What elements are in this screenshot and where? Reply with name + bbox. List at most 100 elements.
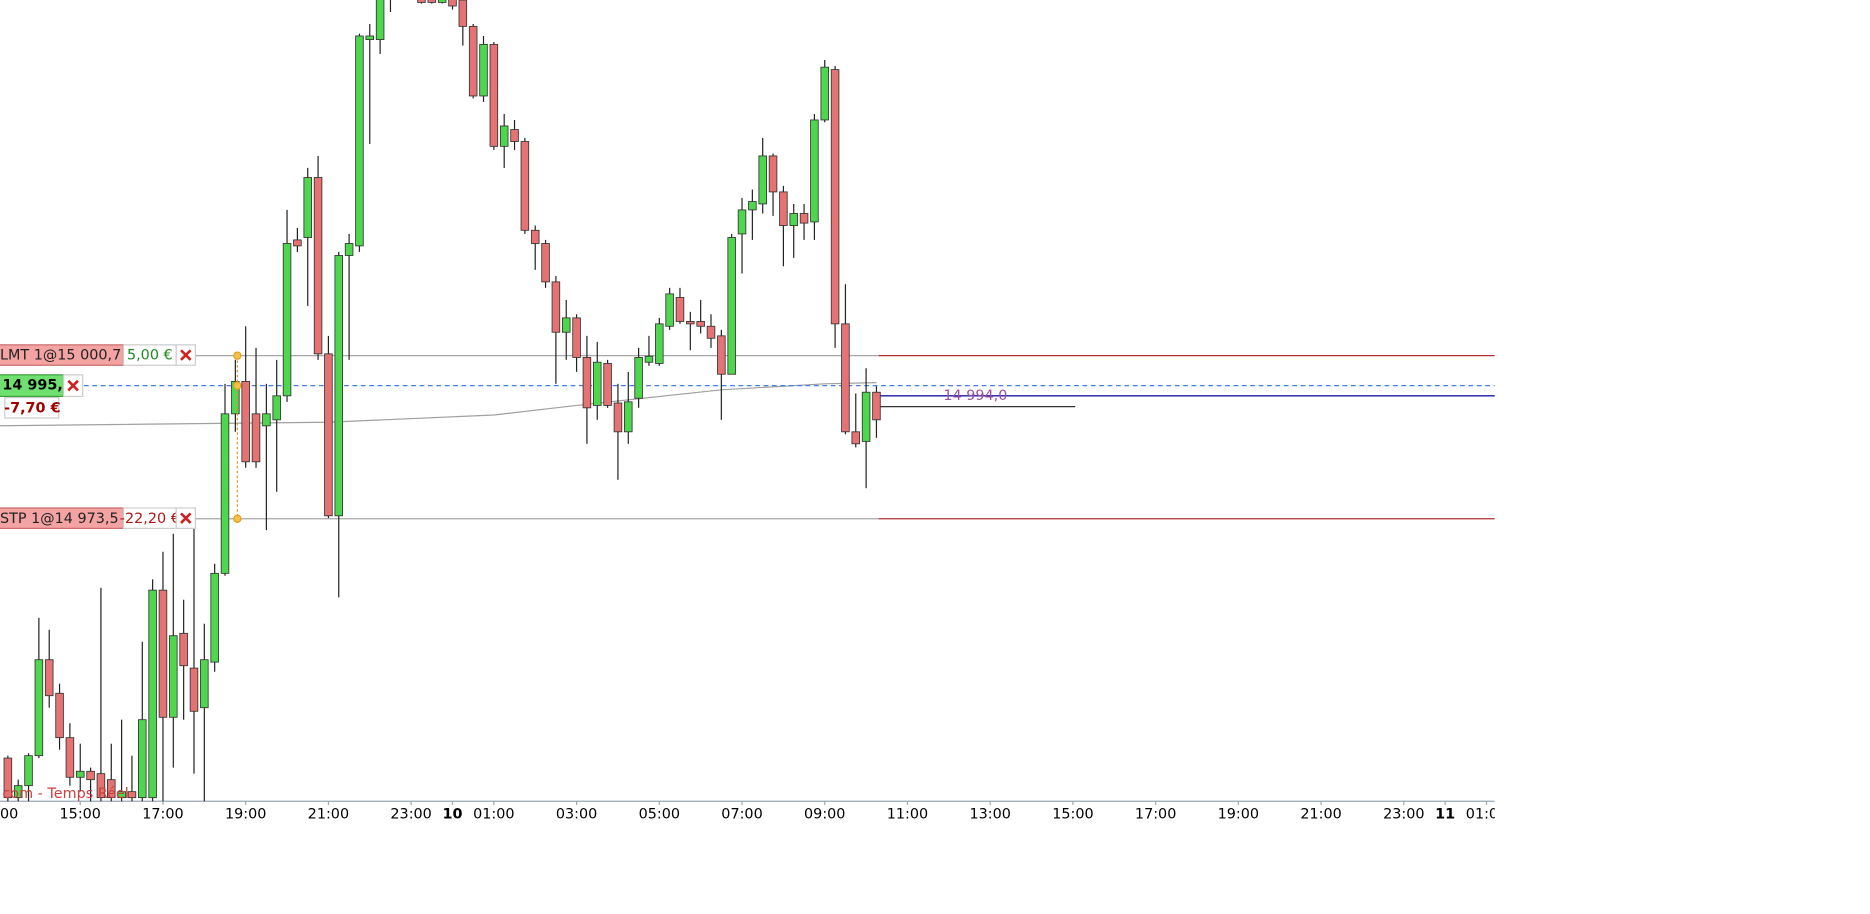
candle-body (789, 213, 798, 226)
order-pnl: 5,00 € (127, 348, 173, 364)
x-tick-label: 09:00 (804, 806, 845, 822)
candle-body (138, 719, 147, 799)
x-tick-label: 01:00 (1466, 806, 1507, 822)
candle-body (448, 0, 457, 7)
x-tick-label: 03:00 (556, 806, 597, 822)
candle-body (572, 317, 581, 358)
candle-body (34, 659, 44, 757)
candle-body (355, 35, 364, 247)
candle-body (272, 395, 281, 421)
x-tick-label: 10 (442, 806, 462, 822)
candle-body (282, 243, 292, 397)
candle-body (251, 413, 261, 463)
x-tick-label: 11 (1435, 806, 1455, 822)
candle-body (603, 363, 612, 406)
candle-body (344, 243, 354, 256)
candle-body (851, 431, 861, 445)
x-tick-label: 17:00 (1135, 806, 1176, 822)
candle-body (665, 293, 674, 327)
candle-body (158, 589, 168, 718)
candle-body (117, 791, 126, 799)
order-link-dot (233, 351, 242, 360)
candle-body (479, 43, 488, 97)
candle-body (706, 325, 716, 339)
candle-body (624, 401, 633, 433)
order-label: LMT 1@15 000,7 (0, 348, 121, 364)
candle-body (768, 155, 778, 193)
candle-body (561, 317, 571, 333)
candle-body (872, 391, 881, 421)
candle-body (220, 413, 230, 574)
candle-body (779, 191, 788, 226)
price-line-label: 14 994,0 (943, 388, 1007, 404)
candle-body (417, 0, 426, 3)
plot-area: 13:00 15:00 17:00 19:00 21:00 23:00 10 01:00 03:… (0, 0, 1507, 822)
position-pnl: -7,70 € (4, 400, 60, 416)
candle-body (468, 25, 478, 97)
candle-body (530, 229, 540, 244)
x-tick-label: 15:00 (60, 806, 101, 822)
candle-body (75, 770, 85, 778)
x-tick-label: 07:00 (721, 806, 762, 822)
candle-body (148, 589, 157, 799)
order-close-x (180, 349, 192, 361)
candle-body (686, 321, 695, 325)
candle-body (313, 177, 323, 355)
position-pnl-box (4, 397, 60, 419)
candle-body (334, 255, 344, 517)
position-close-x (67, 379, 79, 392)
order-link-dot (233, 381, 242, 390)
average-line (0, 382, 877, 427)
x-tick-label: 17:00 (142, 806, 183, 822)
candle-body (799, 213, 809, 224)
candle-body (55, 692, 64, 739)
candle-body (127, 791, 137, 799)
candle-body (437, 0, 447, 3)
candle-body (375, 0, 385, 41)
x-tick-label: 11:00 (887, 806, 928, 822)
candle-body (86, 770, 95, 781)
candle-body (541, 243, 550, 283)
candle-body (593, 361, 602, 406)
candle-body (365, 35, 375, 41)
candle-body (293, 239, 302, 247)
candle-body (717, 335, 726, 375)
candle-body (262, 413, 271, 427)
candle-body (696, 321, 705, 327)
order-close-x (180, 512, 192, 524)
candle-body (613, 402, 623, 433)
x-tick-label: 23:00 (390, 806, 431, 822)
candle-body (179, 632, 188, 667)
candle-body (820, 66, 830, 121)
candle-body (582, 357, 592, 409)
x-tick-label: 21:00 (1300, 806, 1341, 822)
candle-body (830, 69, 840, 325)
candle-body (644, 355, 654, 363)
candle-body (634, 357, 643, 399)
candle-body (861, 391, 871, 442)
x-tick-label: 19:00 (1218, 806, 1259, 822)
x-tick-label: 13:00 (969, 806, 1010, 822)
x-tick-label: 23:00 (1383, 806, 1424, 822)
candle-body (675, 297, 685, 322)
candle-body (758, 155, 767, 205)
candle-body (65, 737, 75, 778)
candle-body (231, 381, 240, 415)
candle-body (44, 659, 54, 697)
candle-body (24, 755, 33, 787)
candle-body (303, 177, 312, 238)
watermark: com - Temps Réel (2, 786, 128, 802)
candle-body (169, 635, 178, 718)
position-label: 14 995,7 (2, 378, 72, 394)
order-link-dot (233, 514, 242, 523)
x-tick-label: 15:00 (1052, 806, 1093, 822)
candle-body (499, 125, 509, 147)
candle-body (748, 201, 757, 211)
candle-body (655, 323, 664, 364)
x-tick-label: 01:00 (473, 806, 514, 822)
candle-body (427, 0, 437, 3)
x-tick-label: 19:00 (225, 806, 266, 822)
candle-body (551, 281, 561, 333)
x-tick-label: 21:00 (308, 806, 349, 822)
